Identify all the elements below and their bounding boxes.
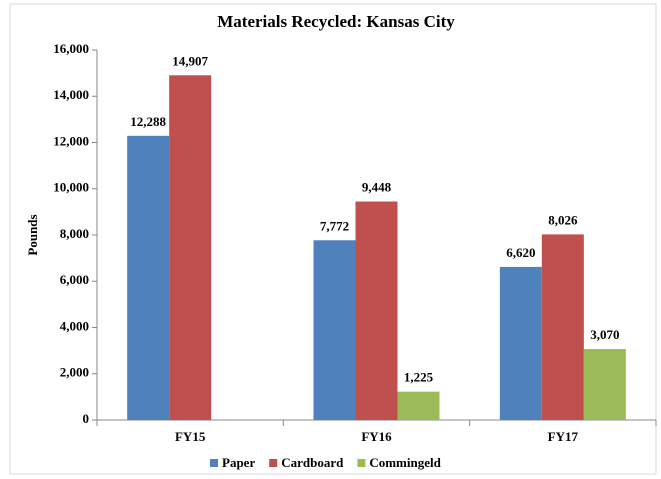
data-label: 6,620 [506,245,535,260]
y-tick-label: 12,000 [53,133,89,148]
y-tick-label: 4,000 [60,318,89,333]
bar [499,266,542,420]
x-tick-label: FY15 [175,429,206,444]
legend-swatch [269,459,278,467]
y-tick-label: 2,000 [60,365,89,380]
y-tick-label: 10,000 [53,180,89,195]
chart-title: Materials Recycled: Kansas City [217,12,455,31]
bar [355,201,398,420]
data-label: 7,772 [320,218,349,233]
y-tick-label: 0 [83,411,90,426]
legend-swatch [357,459,366,467]
x-tick-label: FY16 [361,429,392,444]
y-tick-label: 14,000 [53,87,89,102]
bar [313,240,356,420]
data-label: 9,448 [362,179,392,194]
bar [127,135,170,420]
y-tick-label: 16,000 [53,41,89,56]
x-tick-label: FY17 [548,429,579,444]
y-tick-label: 8,000 [60,226,89,241]
data-label: 14,907 [172,53,208,68]
bar [583,349,626,420]
bar [169,75,212,420]
y-axis-label: Pounds [25,214,40,255]
y-tick-label: 6,000 [60,272,89,287]
legend-label: Cardboard [281,455,344,470]
data-label: 3,070 [590,327,619,342]
data-label: 12,288 [130,114,166,129]
legend-swatch [210,459,218,467]
bar [397,391,440,420]
legend-label: Commingeld [369,455,441,470]
data-label: 8,026 [548,212,578,227]
bar [541,234,584,420]
data-label: 1,225 [404,370,434,385]
legend-label: Paper [222,455,255,470]
